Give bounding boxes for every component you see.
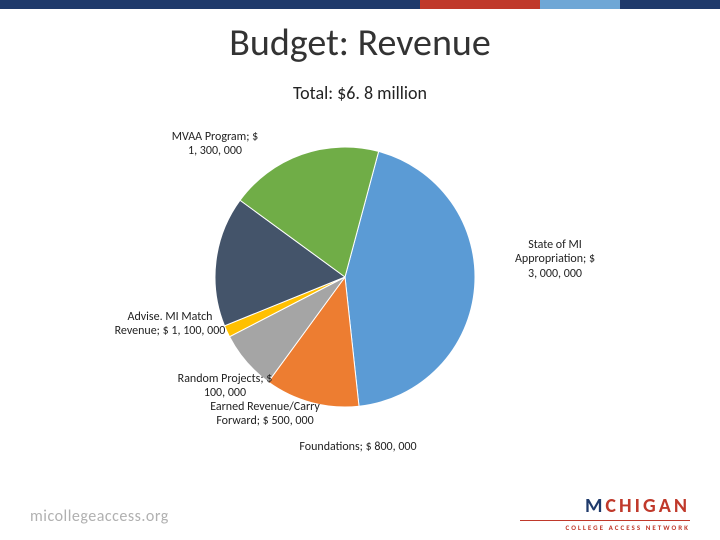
logo-subtext: COLLEGE ACCESS NETWORK (520, 523, 690, 532)
chart-label-found: Foundations; $ 800, 000 (278, 440, 438, 454)
total-line: Total: $6. 8 million (0, 82, 720, 104)
chart-label-mvaa: MVAA Program; $1, 300, 000 (160, 130, 270, 159)
stripe-segment (0, 0, 420, 9)
footer-logo: MCHIGAN COLLEGE ACCESS NETWORK (520, 494, 690, 532)
stripe-segment (620, 0, 720, 9)
chart-label-advise: Advise. MI MatchRevenue; $ 1, 100, 000 (100, 310, 240, 339)
chart-label-random: Random Projects; $100, 000 (165, 372, 285, 401)
chart-label-earned: Earned Revenue/CarryForward; $ 500, 000 (190, 400, 340, 429)
footer-url: micollegeaccess.org (30, 507, 169, 526)
chart-label-state: State of MIAppropriation; $3, 000, 000 (500, 238, 610, 281)
logo-i-icon: M (585, 494, 605, 518)
stripe-segment (540, 0, 620, 9)
page-title: Budget: Revenue (0, 20, 720, 66)
header-stripe (0, 0, 720, 9)
stripe-segment (420, 0, 540, 9)
